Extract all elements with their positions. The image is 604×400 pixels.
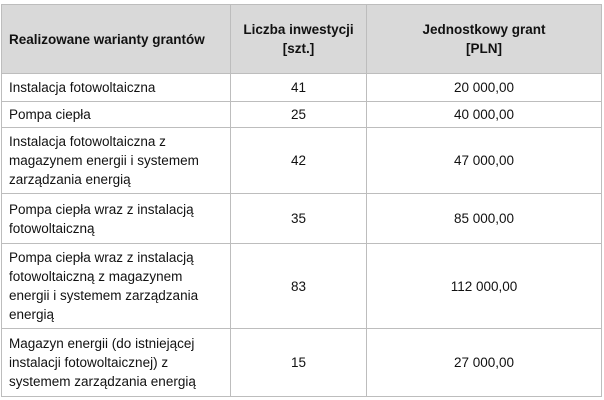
header-grant-line1: Jednostkowy grant: [422, 22, 546, 37]
header-row: Realizowane warianty grantów Liczba inwe…: [1, 4, 602, 74]
cell-count: 42: [230, 127, 367, 194]
header-variant: Realizowane warianty grantów: [1, 4, 231, 74]
cell-count: 15: [230, 328, 367, 397]
cell-grant: 40 000,00: [366, 101, 602, 128]
cell-variant: Instalacja fotowoltaiczna z magazynem en…: [1, 127, 231, 194]
cell-count: 83: [230, 243, 367, 329]
cell-grant: 47 000,00: [366, 127, 602, 194]
cell-variant: Pompa ciepła: [1, 101, 231, 128]
table-row: Instalacja fotowoltaiczna z magazynem en…: [1, 127, 602, 194]
table-row: Pompa ciepła wraz z instalacją fotowolta…: [1, 193, 602, 244]
grants-table: Realizowane warianty grantów Liczba inwe…: [1, 4, 602, 397]
cell-variant: Pompa ciepła wraz z instalacją fotowolta…: [1, 243, 231, 329]
cell-count: 35: [230, 193, 367, 244]
cell-count: 41: [230, 73, 367, 102]
cell-grant: 85 000,00: [366, 193, 602, 244]
table-row: Instalacja fotowoltaiczna 41 20 000,00: [1, 73, 602, 102]
cell-variant: Magazyn energii (do istniejącej instalac…: [1, 328, 231, 397]
table-row: Pompa ciepła 25 40 000,00: [1, 101, 602, 128]
header-grant: Jednostkowy grant [PLN]: [366, 4, 602, 74]
cell-grant: 112 000,00: [366, 243, 602, 329]
cell-grant: 27 000,00: [366, 328, 602, 397]
cell-variant: Pompa ciepła wraz z instalacją fotowolta…: [1, 193, 231, 244]
header-count-line1: Liczba inwestycji: [243, 22, 354, 37]
header-grant-line2: [PLN]: [466, 41, 502, 56]
header-variant-text: Realizowane warianty grantów: [9, 31, 205, 47]
header-count-line2: [szt.]: [282, 41, 315, 56]
header-count: Liczba inwestycji [szt.]: [230, 4, 367, 74]
table-row: Magazyn energii (do istniejącej instalac…: [1, 328, 602, 397]
table-row: Pompa ciepła wraz z instalacją fotowolta…: [1, 243, 602, 329]
cell-count: 25: [230, 101, 367, 128]
cell-grant: 20 000,00: [366, 73, 602, 102]
cell-variant: Instalacja fotowoltaiczna: [1, 73, 231, 102]
